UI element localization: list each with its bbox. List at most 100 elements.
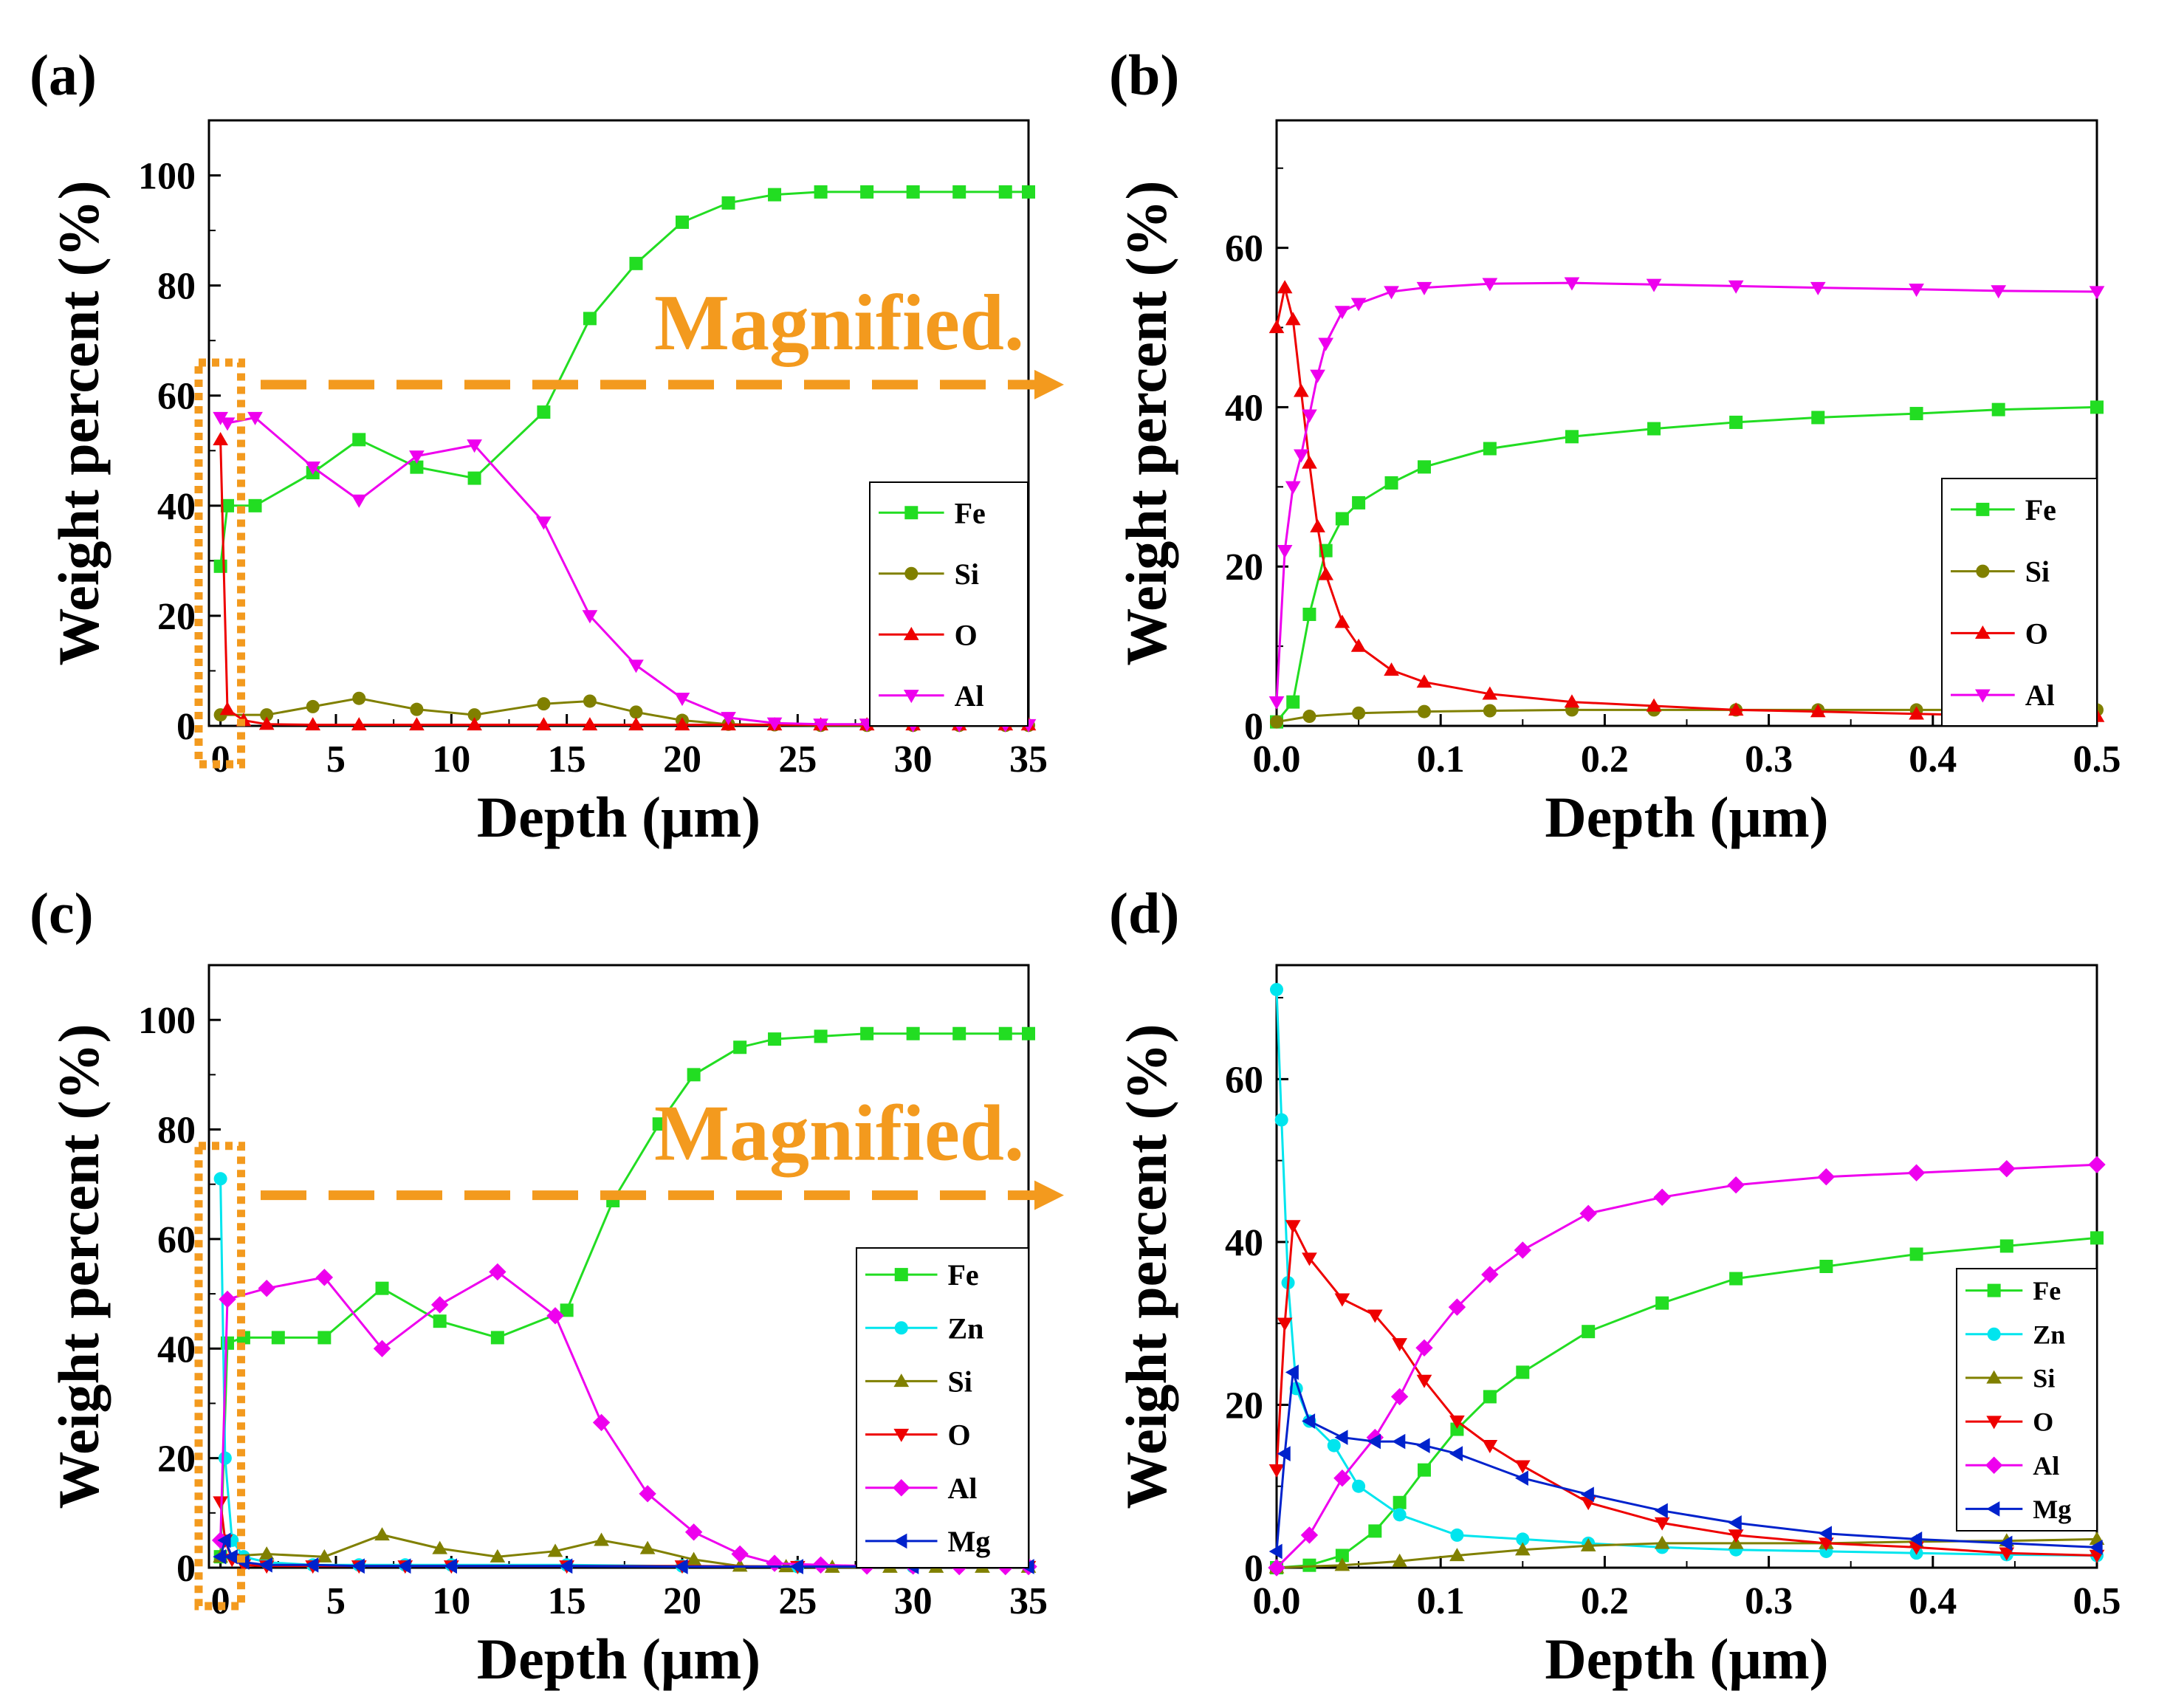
data-point-fe [1302, 607, 1316, 621]
y-axis-label: Weight percent (%) [1114, 180, 1178, 665]
data-point-fe [1352, 495, 1366, 510]
data-point-mg [559, 1558, 573, 1574]
data-point-o [1514, 1460, 1531, 1474]
data-point-al [766, 1554, 783, 1572]
x-tick-label: 5 [326, 1580, 346, 1622]
y-tick-label: 80 [157, 1110, 196, 1152]
y-tick-label: 20 [1225, 1385, 1263, 1427]
data-point-o [1310, 518, 1325, 532]
data-point-si [316, 1548, 332, 1563]
legend-label: Fe [2025, 493, 2056, 527]
legend-label: O [955, 618, 978, 651]
data-point-mg [305, 1557, 319, 1573]
x-axis-label: Depth (μm) [1545, 785, 1828, 849]
data-point-fe [1582, 1325, 1596, 1339]
y-tick-label: 40 [1225, 387, 1263, 429]
data-point-al [721, 712, 736, 726]
data-point-fe [560, 1303, 574, 1317]
data-point-mg [1277, 1446, 1291, 1461]
legend-marker-zn [1987, 1327, 2001, 1341]
data-point-mg [1392, 1433, 1406, 1450]
data-point-fe [271, 1331, 285, 1345]
legend-label: Zn [2033, 1320, 2065, 1349]
data-point-o [219, 702, 236, 716]
legend: Fe Zn Si O Al Mg [1956, 1268, 2098, 1532]
data-point-o [1277, 280, 1293, 294]
data-point-fe [1991, 402, 2005, 416]
data-point-fe [1729, 415, 1743, 429]
legend-marker-al [893, 1479, 910, 1497]
x-tick-label: 35 [1009, 738, 1048, 781]
data-point-al [582, 610, 598, 624]
data-point-si [352, 691, 366, 705]
data-point-al [305, 461, 321, 475]
data-point-fe [433, 1314, 447, 1328]
data-point-fe [952, 1026, 966, 1040]
legend-box [856, 1247, 1029, 1568]
x-tick-label: 25 [778, 1580, 817, 1622]
data-point-al [766, 717, 783, 731]
data-point-al [409, 450, 425, 464]
data-point-al [1318, 337, 1334, 351]
data-point-o [1318, 566, 1334, 580]
data-point-mg [1909, 1532, 1923, 1547]
data-point-fe [1384, 476, 1398, 490]
legend-label: Al [948, 1472, 978, 1505]
legend-marker-fe [1987, 1283, 2001, 1297]
magnified-region-box [194, 1142, 246, 1611]
x-tick-label: 25 [778, 738, 817, 781]
x-tick-label: 0 [211, 738, 230, 781]
data-point-mg [789, 1559, 803, 1574]
y-tick-label: 60 [1225, 228, 1263, 270]
data-point-zn [1270, 983, 1283, 997]
data-point-al [628, 659, 644, 673]
data-point-al [1384, 286, 1399, 300]
x-tick-label: 0.0 [1253, 738, 1301, 781]
data-point-o [409, 717, 425, 731]
data-point-fe [906, 185, 920, 199]
data-point-al [373, 1340, 391, 1357]
data-point-fe [221, 498, 235, 512]
data-point-fe [248, 498, 262, 512]
data-point-si [374, 1527, 390, 1541]
data-point-fe [652, 1117, 666, 1131]
data-point-zn [1450, 1528, 1464, 1542]
data-point-o [213, 432, 228, 446]
data-point-al [247, 411, 263, 425]
data-point-fe [998, 185, 1012, 199]
data-point-o [305, 717, 321, 731]
y-tick-label: 60 [157, 1219, 196, 1261]
legend-label: Zn [948, 1311, 984, 1345]
data-point-al [546, 1307, 564, 1325]
data-point-si [258, 1546, 275, 1560]
data-point-al [731, 1545, 749, 1563]
data-point-o [1728, 1529, 1744, 1543]
data-point-fe [687, 1068, 701, 1082]
legend-marker-fe [904, 506, 919, 520]
data-point-o [1277, 1317, 1293, 1331]
data-point-al [467, 439, 482, 453]
data-point-si [1654, 1535, 1670, 1549]
data-point-fe [2090, 400, 2104, 414]
data-point-al [1277, 544, 1293, 558]
x-tick-label: 0.4 [1909, 738, 1957, 781]
y-tick-label: 20 [1225, 546, 1263, 589]
data-point-fe [490, 1331, 504, 1345]
data-point-si [629, 705, 643, 719]
data-point-al [1481, 1266, 1499, 1283]
magnified-region-box [194, 358, 246, 769]
data-point-si [547, 1543, 563, 1557]
series-line-si [1276, 708, 2097, 724]
data-point-si [260, 708, 274, 722]
data-point-mg [1514, 1470, 1528, 1486]
series-line-al [1275, 1163, 2098, 1569]
legend-box [1956, 1268, 2098, 1532]
data-point-mg [674, 1559, 688, 1574]
y-tick-label: 40 [1225, 1222, 1263, 1264]
data-point-mg [1367, 1433, 1381, 1450]
y-tick-label: 100 [138, 1000, 196, 1042]
data-point-si [1334, 1557, 1350, 1571]
x-axis-label: Depth (μm) [477, 785, 760, 849]
data-point-mg [224, 1548, 238, 1565]
legend-marker-al [1985, 1456, 2003, 1474]
